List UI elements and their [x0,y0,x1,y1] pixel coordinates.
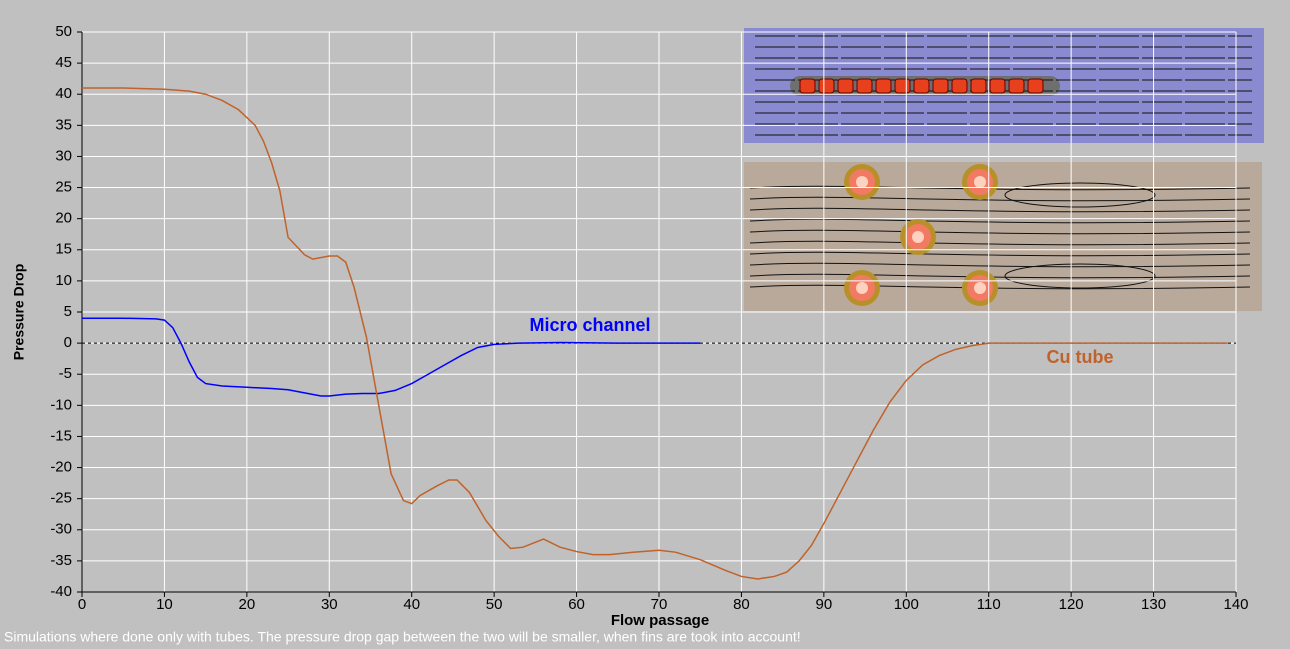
series-label: Cu tube [1047,347,1114,367]
tube [856,78,873,94]
x-tick-label: 140 [1223,596,1248,613]
streamline [749,284,1251,290]
y-tick-label: -15 [50,427,72,444]
y-tick-label: 10 [55,272,72,289]
x-axis-title: Flow passage [611,612,709,629]
streamline [749,196,1251,202]
x-tick-label: 110 [977,596,1001,613]
y-tick-label: 30 [55,147,72,164]
tube [989,78,1006,94]
tube-highlight [856,176,868,188]
streamline [749,207,1251,213]
y-tick-label: -20 [50,459,72,476]
tube [875,78,892,94]
tube [799,78,816,94]
y-tick-label: 20 [55,210,72,227]
tube-highlight [974,282,986,294]
tube [932,78,949,94]
x-tick-label: 100 [894,596,919,613]
y-tick-label: 40 [55,85,72,102]
tube [913,78,930,94]
x-tick-label: 0 [78,596,86,613]
series-label: Micro channel [529,315,650,335]
vortex [1004,182,1156,208]
series-line [82,87,1228,580]
y-tick-label: -30 [50,521,72,538]
y-tick-label: 35 [55,116,72,133]
x-tick-label: 60 [568,596,585,613]
y-axis-title: Pressure Drop [11,264,27,360]
x-tick-label: 10 [156,596,173,613]
streamline [749,262,1251,268]
y-tick-label: -25 [50,490,72,507]
x-tick-label: 50 [486,596,503,613]
tube [837,78,854,94]
footnote: Simulations where done only with tubes. … [4,629,801,645]
y-tick-label: -40 [50,583,72,600]
inset-images [744,28,1264,311]
tube [951,78,968,94]
y-tick-label: -5 [59,365,72,382]
y-tick-label: 45 [55,54,72,71]
tube-highlight [912,231,924,243]
x-tick-label: 90 [816,596,833,613]
streamline [749,251,1251,257]
x-tick-label: 130 [1141,596,1166,613]
x-tick-label: 40 [403,596,420,613]
tube [1027,78,1044,94]
tube [894,78,911,94]
x-tick-label: 70 [651,596,668,613]
y-tick-label: 0 [64,334,72,351]
tube [1008,78,1025,94]
y-tick-label: 15 [55,241,72,258]
tube-highlight [974,176,986,188]
vortex [1004,263,1156,289]
streamline [749,273,1251,279]
x-tick-label: 30 [321,596,338,613]
tube-highlight [856,282,868,294]
y-tick-label: 25 [55,179,72,196]
y-tick-label: -10 [50,396,72,413]
x-tick-label: 20 [239,596,256,613]
y-tick-label: -35 [50,552,72,569]
tube [970,78,987,94]
tube [818,78,835,94]
y-tick-label: 5 [64,303,72,320]
x-tick-label: 120 [1059,596,1084,613]
series-line [82,317,701,397]
y-tick-label: 50 [55,23,72,40]
x-tick-label: 80 [733,596,750,613]
